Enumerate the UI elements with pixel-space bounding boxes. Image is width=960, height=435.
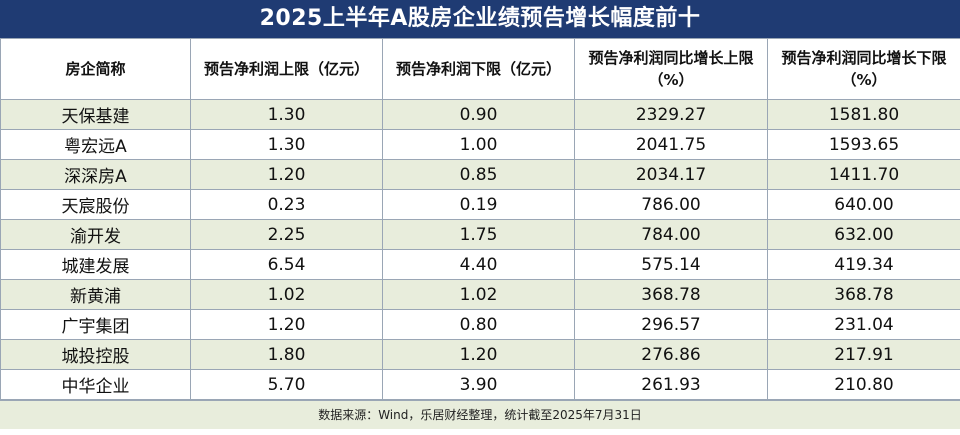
cell-company: 深深房A — [0, 159, 191, 190]
table-row: 天宸股份 0.23 0.19 786.00 640.00 — [0, 189, 960, 220]
cell-profit-upper: 1.80 — [190, 339, 383, 370]
header-profit-upper: 预告净利润上限（亿元） — [190, 38, 383, 100]
cell-growth-upper: 2034.17 — [574, 159, 768, 190]
cell-company: 广宇集团 — [0, 309, 191, 340]
cell-growth-upper: 575.14 — [574, 249, 768, 280]
cell-profit-lower: 0.19 — [382, 189, 575, 220]
source-note: 数据来源：Wind，乐居财经整理，统计截至2025年7月31日 — [0, 400, 960, 429]
header-growth-lower: 预告净利润同比增长下限（%） — [767, 38, 960, 100]
cell-growth-lower: 640.00 — [767, 189, 960, 220]
cell-growth-upper: 2041.75 — [574, 129, 768, 160]
table-row: 中华企业 5.70 3.90 261.93 210.80 — [0, 369, 960, 400]
cell-profit-lower: 1.02 — [382, 279, 575, 310]
cell-profit-lower: 1.00 — [382, 129, 575, 160]
table-row: 深深房A 1.20 0.85 2034.17 1411.70 — [0, 159, 960, 190]
cell-company: 新黄浦 — [0, 279, 191, 310]
cell-profit-lower: 3.90 — [382, 369, 575, 400]
cell-growth-lower: 217.91 — [767, 339, 960, 370]
cell-profit-upper: 5.70 — [190, 369, 383, 400]
cell-growth-upper: 368.78 — [574, 279, 768, 310]
cell-company: 城投控股 — [0, 339, 191, 370]
cell-profit-upper: 0.23 — [190, 189, 383, 220]
data-table: 房企简称 预告净利润上限（亿元） 预告净利润下限（亿元） 预告净利润同比增长上限… — [0, 38, 960, 400]
cell-growth-lower: 419.34 — [767, 249, 960, 280]
cell-growth-upper: 786.00 — [574, 189, 768, 220]
cell-growth-upper: 296.57 — [574, 309, 768, 340]
cell-growth-lower: 632.00 — [767, 219, 960, 250]
table-row: 天保基建 1.30 0.90 2329.27 1581.80 — [0, 99, 960, 130]
table-row: 新黄浦 1.02 1.02 368.78 368.78 — [0, 279, 960, 310]
table-row: 渝开发 2.25 1.75 784.00 632.00 — [0, 219, 960, 250]
cell-profit-upper: 1.30 — [190, 99, 383, 130]
cell-growth-lower: 368.78 — [767, 279, 960, 310]
cell-profit-lower: 4.40 — [382, 249, 575, 280]
table-header-row: 房企简称 预告净利润上限（亿元） 预告净利润下限（亿元） 预告净利润同比增长上限… — [0, 38, 960, 100]
cell-profit-lower: 0.85 — [382, 159, 575, 190]
table-row: 广宇集团 1.20 0.80 296.57 231.04 — [0, 309, 960, 340]
cell-profit-upper: 1.20 — [190, 309, 383, 340]
cell-profit-lower: 0.80 — [382, 309, 575, 340]
cell-company: 中华企业 — [0, 369, 191, 400]
table-row: 城建发展 6.54 4.40 575.14 419.34 — [0, 249, 960, 280]
cell-profit-lower: 0.90 — [382, 99, 575, 130]
header-profit-lower: 预告净利润下限（亿元） — [382, 38, 575, 100]
cell-profit-upper: 1.20 — [190, 159, 383, 190]
cell-profit-lower: 1.20 — [382, 339, 575, 370]
cell-company: 渝开发 — [0, 219, 191, 250]
cell-profit-lower: 1.75 — [382, 219, 575, 250]
cell-profit-upper: 1.02 — [190, 279, 383, 310]
header-company: 房企简称 — [0, 38, 191, 100]
cell-growth-lower: 231.04 — [767, 309, 960, 340]
cell-company: 天宸股份 — [0, 189, 191, 220]
cell-growth-upper: 784.00 — [574, 219, 768, 250]
cell-company: 粤宏远A — [0, 129, 191, 160]
cell-growth-upper: 276.86 — [574, 339, 768, 370]
cell-growth-lower: 1411.70 — [767, 159, 960, 190]
cell-growth-upper: 2329.27 — [574, 99, 768, 130]
cell-growth-upper: 261.93 — [574, 369, 768, 400]
cell-growth-lower: 210.80 — [767, 369, 960, 400]
cell-profit-upper: 6.54 — [190, 249, 383, 280]
cell-growth-lower: 1593.65 — [767, 129, 960, 160]
table-row: 城投控股 1.80 1.20 276.86 217.91 — [0, 339, 960, 370]
cell-company: 城建发展 — [0, 249, 191, 280]
table-row: 粤宏远A 1.30 1.00 2041.75 1593.65 — [0, 129, 960, 160]
cell-company: 天保基建 — [0, 99, 191, 130]
header-growth-upper: 预告净利润同比增长上限（%） — [574, 38, 768, 100]
cell-profit-upper: 2.25 — [190, 219, 383, 250]
page-title: 2025上半年A股房企业绩预告增长幅度前十 — [0, 0, 960, 38]
cell-growth-lower: 1581.80 — [767, 99, 960, 130]
cell-profit-upper: 1.30 — [190, 129, 383, 160]
